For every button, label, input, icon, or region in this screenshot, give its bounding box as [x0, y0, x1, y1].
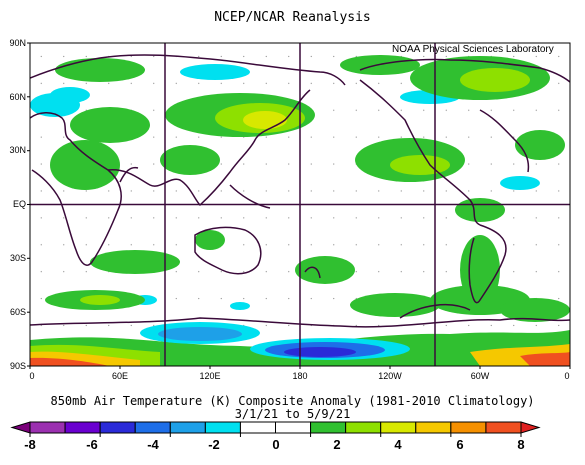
lon-label-120w: 120W	[378, 371, 402, 381]
axis-ticks	[27, 42, 571, 369]
lat-label-30n: 30N	[9, 145, 26, 155]
colorbar-label: -6	[86, 437, 98, 452]
colorbar-cell	[239, 421, 277, 434]
colorbar-cell	[169, 421, 206, 434]
colorbar-cell	[275, 421, 312, 434]
colorbar-label: -2	[208, 437, 220, 452]
credit-label: NOAA Physical Sciences Laboratory	[392, 44, 554, 55]
colorbar-arrow-left	[10, 421, 31, 434]
lon-label-0-east: 0	[564, 371, 570, 381]
colorbar-label: -8	[24, 437, 36, 452]
lat-label-60n: 60N	[9, 92, 26, 102]
lat-label-30s: 30S	[9, 253, 26, 263]
caption-dates: 3/1/21 to 5/9/21	[234, 407, 351, 421]
colorbar-cell	[415, 421, 452, 434]
colorbar	[10, 421, 541, 437]
colorbar-label: 6	[456, 437, 464, 452]
lat-label-eq: EQ	[12, 199, 26, 209]
colorbar-arrow-right	[520, 421, 541, 434]
lat-label-90n: 90N	[9, 38, 26, 48]
anomaly-shading	[30, 55, 570, 366]
colorbar-cell	[99, 421, 136, 434]
colorbar-label: 2	[333, 437, 341, 452]
colorbar-label: 4	[394, 437, 402, 452]
lon-label-180: 180	[292, 371, 308, 381]
lon-label-120e: 120E	[199, 371, 221, 381]
colorbar-cell	[29, 421, 66, 434]
colorbar-cell	[204, 421, 241, 434]
caption-variable: 850mb Air Temperature (K) Composite Anom…	[50, 394, 535, 408]
lat-label-90s: 90S	[9, 361, 26, 371]
map-title: NCEP/NCAR Reanalysis	[214, 10, 371, 25]
lat-label-60s: 60S	[9, 307, 26, 317]
colorbar-cell	[134, 421, 171, 434]
colorbar-cell	[310, 421, 347, 434]
lon-label-0: 0	[29, 371, 35, 381]
colorbar-label: 8	[517, 437, 525, 452]
colorbar-cell	[450, 421, 487, 434]
colorbar-cell	[345, 421, 382, 434]
colorbar-cell	[380, 421, 417, 434]
colorbar-cell	[485, 421, 522, 434]
colorbar-label: 0	[272, 437, 280, 452]
colorbar-label: -4	[147, 437, 159, 452]
major-grid	[30, 43, 570, 366]
colorbar-cell	[64, 421, 101, 434]
lon-label-60e: 60E	[111, 371, 129, 381]
lon-label-60w: 60W	[470, 371, 490, 381]
